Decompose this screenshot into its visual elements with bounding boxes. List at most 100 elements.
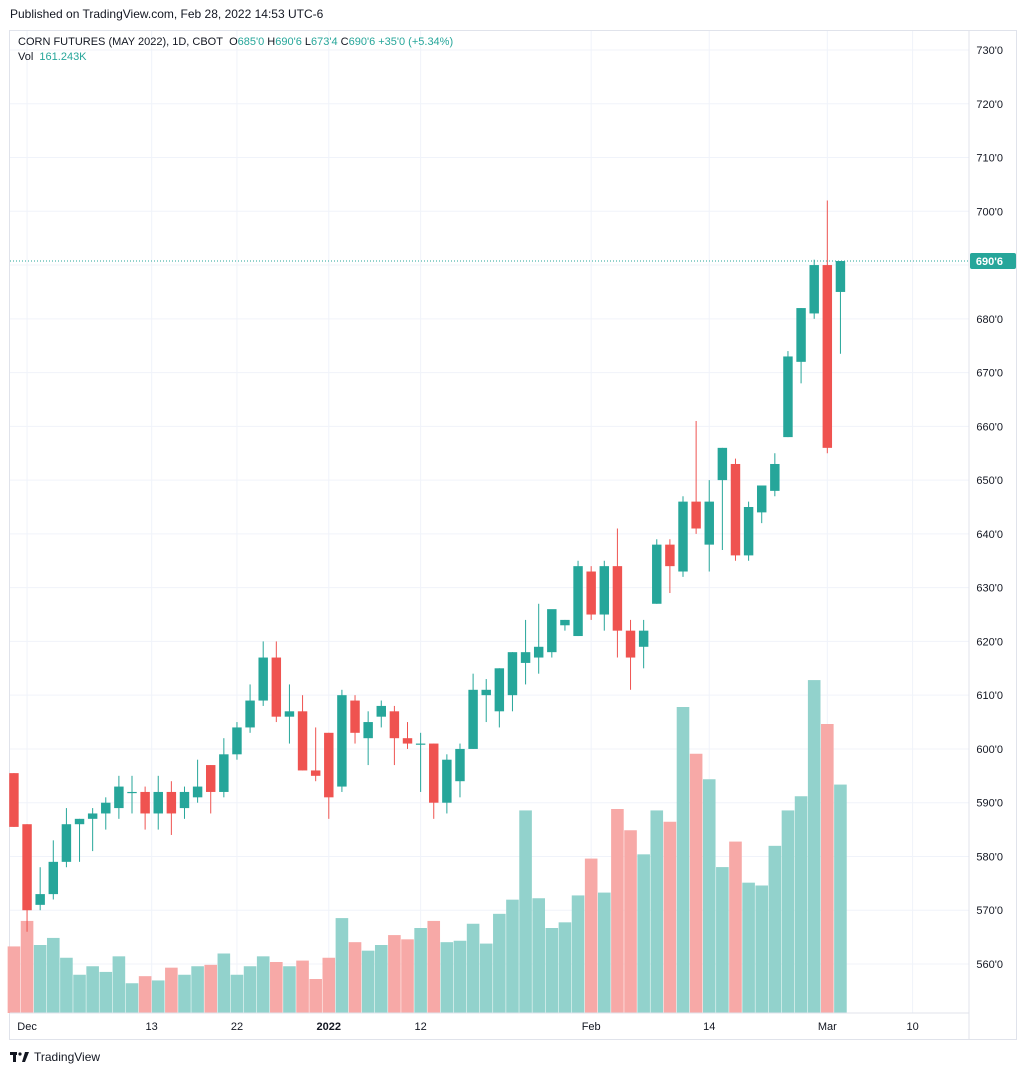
volume-bar <box>768 845 782 1013</box>
time-tick-label: 22 <box>231 1021 243 1033</box>
time-tick-label: Dec <box>17 1021 37 1033</box>
time-tick-label: Feb <box>582 1021 601 1033</box>
candle-body <box>796 308 806 362</box>
candle-body <box>835 261 846 292</box>
time-tick-label: 14 <box>703 1021 715 1033</box>
volume-bar <box>33 945 47 1013</box>
volume-bar <box>243 966 257 1013</box>
chart-frame <box>9 30 1017 1040</box>
close-label: C <box>340 36 349 48</box>
volume-bar <box>414 928 427 1013</box>
candle-body <box>533 646 544 658</box>
candle-body <box>625 630 636 658</box>
candle-body <box>415 743 426 745</box>
price-tick-label: 580'0 <box>976 851 1003 863</box>
candle-body <box>389 711 400 739</box>
candle-body <box>638 630 649 647</box>
candle-body <box>717 447 728 481</box>
volume-bar <box>348 942 362 1013</box>
candle-body <box>691 501 701 529</box>
volume-bar <box>676 707 690 1013</box>
candle-body <box>612 566 623 631</box>
candle-body <box>743 507 754 556</box>
candle-body <box>127 791 137 794</box>
volume-bar <box>479 943 493 1013</box>
symbol-title: CORN FUTURES (MAY 2022), 1D, CBOT <box>18 36 223 48</box>
candle-body <box>756 485 767 513</box>
candle-body <box>468 689 478 749</box>
time-tick-label: 13 <box>146 1021 158 1033</box>
volume-bar <box>99 971 113 1013</box>
volume-bar <box>191 966 204 1013</box>
volume-bar <box>807 680 821 1013</box>
candle-body <box>652 544 662 604</box>
candle-body <box>481 689 491 696</box>
candle-body <box>87 813 98 819</box>
candle-body <box>219 754 229 792</box>
price-tick-label: 670'0 <box>976 368 1003 380</box>
volume-bar <box>794 796 808 1013</box>
candle-body <box>245 700 255 728</box>
volume-bar <box>611 809 624 1013</box>
price-tick-label: 710'0 <box>976 153 1003 165</box>
candle-body <box>363 722 373 739</box>
volume-bar <box>584 858 598 1013</box>
volume-bar <box>755 885 769 1013</box>
high-label: H <box>267 36 276 48</box>
price-tick-label: 630'0 <box>976 583 1003 595</box>
volume-bar <box>571 895 585 1013</box>
candle-body <box>429 743 439 803</box>
volume-bar <box>296 960 309 1013</box>
price-tick-label: 570'0 <box>976 905 1003 917</box>
volume-bar <box>702 779 716 1013</box>
price-tick-label: 650'0 <box>976 475 1003 487</box>
price-tick-label: 680'0 <box>976 314 1003 326</box>
footer[interactable]: TradingView <box>10 1050 100 1064</box>
volume-label: Vol <box>18 51 34 63</box>
candle-body <box>678 501 688 572</box>
volume-bar <box>821 724 834 1013</box>
volume-bar <box>73 974 86 1013</box>
candle-body <box>376 705 386 717</box>
last-price-badge <box>970 253 1016 270</box>
volume-bar <box>689 753 703 1013</box>
volume-bar <box>46 937 60 1013</box>
volume-bar <box>558 922 572 1013</box>
candle-body <box>350 700 360 733</box>
last-price-label: 690'6 <box>976 256 1003 268</box>
volume-bar <box>322 957 336 1013</box>
volume-bar <box>165 967 178 1013</box>
tradingview-logo-icon <box>10 1052 29 1062</box>
open-value: 685'0 <box>237 36 265 48</box>
close-value: 690'6 <box>348 36 376 48</box>
candle-body <box>74 818 85 825</box>
candle-body <box>783 356 793 438</box>
candle-body <box>665 544 675 567</box>
ohlc-row: CORN FUTURES (MAY 2022), 1D, CBOT O685'0… <box>18 35 453 50</box>
time-axis: Dec 13 22 2022 12 Feb 14 Mar 10 <box>17 1021 918 1033</box>
price-tick-label: 660'0 <box>976 421 1003 433</box>
volume-bar <box>86 966 99 1013</box>
volume-bar <box>151 980 165 1013</box>
volume-bar <box>361 950 375 1013</box>
volume-bar <box>637 854 650 1013</box>
candle-body <box>337 695 347 787</box>
candle-body <box>232 727 242 755</box>
volume-bar <box>453 940 467 1013</box>
volume-bar <box>597 892 611 1013</box>
volume-bar <box>309 979 322 1013</box>
candle-body <box>770 463 780 491</box>
volume-bar <box>781 810 795 1013</box>
volume-bar <box>138 976 152 1013</box>
candle-body <box>822 265 833 448</box>
candlestick-chart[interactable]: 730'0720'0710'0700'0690'0680'0670'0660'0… <box>0 0 1026 1045</box>
volume-bar <box>230 974 244 1013</box>
time-tick-label: 12 <box>415 1021 427 1033</box>
candle-body <box>310 770 321 776</box>
volume-bar <box>178 974 191 1013</box>
candle-body <box>402 738 413 744</box>
volume-bar <box>388 935 401 1013</box>
candle-body <box>730 463 741 556</box>
price-tick-label: 720'0 <box>976 99 1003 111</box>
candle-body <box>140 791 150 814</box>
